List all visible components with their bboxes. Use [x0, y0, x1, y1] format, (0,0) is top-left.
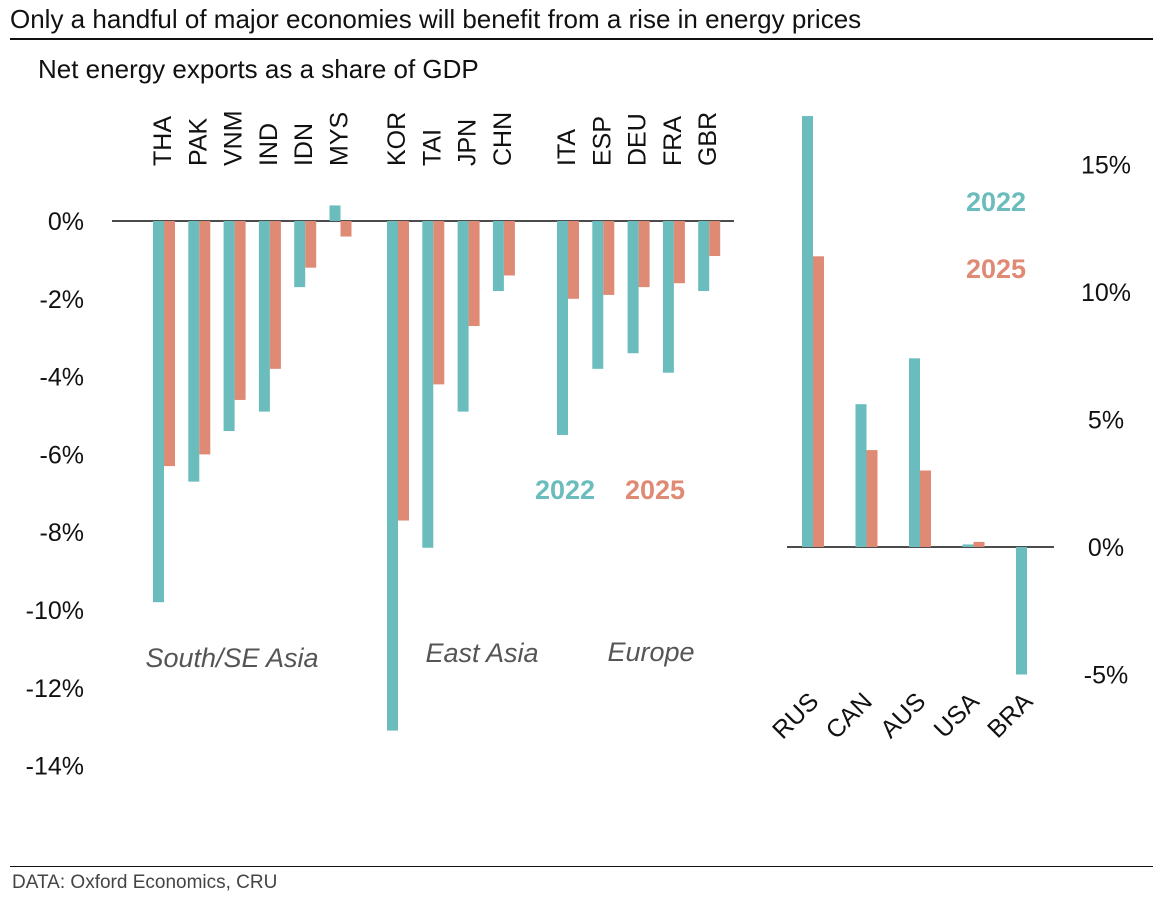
bar-ita-2022: [557, 221, 568, 435]
x-tick-label: JPN: [454, 119, 482, 166]
bar-mys-2022: [329, 205, 341, 221]
x-tick-label: TAI: [418, 129, 446, 166]
bar-rus-2022: [802, 116, 813, 548]
bar-pak-2022: [188, 221, 200, 482]
bar-bra-2022: [1016, 547, 1027, 675]
legend-2022: 2022: [535, 475, 595, 505]
bar-tha-2025: [164, 221, 175, 467]
bar-idn-2022: [294, 221, 306, 288]
bar-aus-2022: [909, 358, 920, 547]
y-tick-label-right: 5%: [1088, 407, 1124, 435]
x-tick-label: DEU: [624, 113, 652, 166]
x-tick-label: CHN: [489, 112, 517, 166]
y-tick-label: -10%: [26, 597, 84, 625]
bar-tai-2025: [433, 221, 445, 385]
bar-deu-2022: [627, 221, 639, 354]
y-tick-label: -4%: [40, 364, 84, 392]
x-tick-label-right: RUS: [767, 687, 824, 744]
bar-vnm-2022: [223, 221, 235, 432]
x-tick-label: IDN: [290, 123, 318, 166]
y-tick-label: -14%: [26, 753, 84, 781]
bar-kor-2025: [398, 221, 409, 521]
bar-aus-2025: [920, 470, 931, 547]
bar-chn-2022: [492, 221, 504, 292]
x-tick-label: GBR: [694, 112, 722, 166]
bar-ind-2025: [269, 221, 281, 369]
bar-tai-2022: [422, 221, 434, 548]
bar-esp-2025: [603, 221, 615, 295]
bar-deu-2025: [638, 221, 650, 288]
bar-esp-2022: [592, 221, 604, 369]
y-tick-label-right: 15%: [1081, 152, 1131, 180]
x-tick-label: ITA: [553, 129, 581, 166]
bar-gbr-2022: [698, 221, 710, 292]
x-tick-label-right: USA: [929, 687, 985, 743]
bar-mys-2025: [340, 221, 352, 237]
bar-fra-2022: [662, 221, 674, 373]
legend-2025-right: 2025: [966, 254, 1026, 284]
legend-2022-right: 2022: [966, 187, 1026, 217]
bar-tha-2022: [153, 221, 164, 603]
x-tick-label: MYS: [326, 112, 354, 166]
bar-chn-2025: [503, 221, 515, 276]
x-tick-label-right: CAN: [821, 687, 878, 744]
bar-can-2025: [866, 450, 878, 547]
group-label: Europe: [607, 637, 694, 667]
y-tick-label-right: 0%: [1088, 534, 1124, 562]
y-tick-label: -8%: [40, 519, 84, 547]
bar-ita-2025: [568, 221, 579, 299]
group-label: South/SE Asia: [145, 643, 318, 673]
source-rule: [10, 866, 1153, 867]
bar-jpn-2025: [468, 221, 480, 327]
x-tick-label: VNM: [220, 110, 248, 166]
bar-ind-2022: [258, 221, 270, 412]
group-label: East Asia: [425, 638, 538, 668]
bar-pak-2025: [199, 221, 211, 455]
x-tick-label: PAK: [184, 118, 212, 166]
x-tick-label-right: AUS: [875, 687, 931, 743]
legend-2025: 2025: [625, 475, 685, 505]
x-tick-label-right: BRA: [982, 687, 1038, 743]
chart-title: Only a handful of major economies will b…: [10, 4, 862, 34]
y-tick-label-right: -5%: [1084, 662, 1128, 690]
bar-idn-2025: [305, 221, 317, 268]
bar-fra-2025: [673, 221, 685, 284]
x-tick-label: THA: [149, 116, 177, 166]
bar-rus-2025: [813, 256, 824, 547]
bar-usa-2022: [962, 544, 974, 547]
title-rule: [10, 38, 1153, 40]
bar-kor-2022: [387, 221, 398, 731]
x-tick-label: ESP: [588, 116, 616, 166]
bar-gbr-2025: [709, 221, 721, 257]
x-tick-label: IND: [255, 123, 283, 166]
y-tick-label: -12%: [26, 675, 84, 703]
y-tick-label: -6%: [40, 441, 84, 469]
x-tick-label: FRA: [659, 116, 687, 166]
x-tick-label: KOR: [383, 112, 411, 166]
bar-jpn-2022: [457, 221, 469, 412]
bar-usa-2025: [973, 541, 985, 547]
chart-subtitle: Net energy exports as a share of GDP: [38, 54, 479, 84]
y-tick-label: -2%: [40, 286, 84, 314]
y-tick-label: 0%: [48, 208, 84, 236]
y-tick-label-right: 10%: [1081, 279, 1131, 307]
source-note: DATA: Oxford Economics, CRU: [12, 872, 278, 893]
bar-can-2022: [855, 404, 867, 547]
bar-vnm-2025: [234, 221, 246, 400]
